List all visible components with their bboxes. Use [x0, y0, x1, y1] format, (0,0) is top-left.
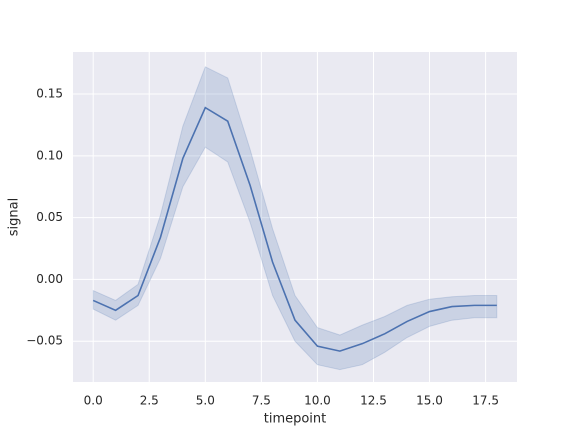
confidence-band — [92, 66, 498, 371]
y-tick-label: 0.10 — [36, 148, 63, 162]
x-tick-label: 2.5 — [140, 394, 159, 408]
y-tick-label: 0.15 — [36, 87, 63, 101]
x-tick-label: 10.0 — [304, 394, 331, 408]
x-tick-label: 5.0 — [196, 394, 215, 408]
x-tick-label: 0.0 — [84, 394, 103, 408]
x-tick-label: 15.0 — [416, 394, 443, 408]
line — [92, 106, 497, 352]
x-tick-label: 17.5 — [472, 394, 499, 408]
plot-area — [73, 52, 517, 382]
y-tick-label: 0.05 — [36, 210, 63, 224]
x-axis-label: timepoint — [264, 412, 327, 427]
marks — [92, 66, 498, 371]
x-tick-label: 7.5 — [252, 394, 271, 408]
y-tick-label: −0.05 — [26, 334, 63, 348]
y-axis-label: signal — [7, 198, 22, 236]
y-tick-label: 0.00 — [36, 272, 63, 286]
x-tick-label: 12.5 — [360, 394, 387, 408]
